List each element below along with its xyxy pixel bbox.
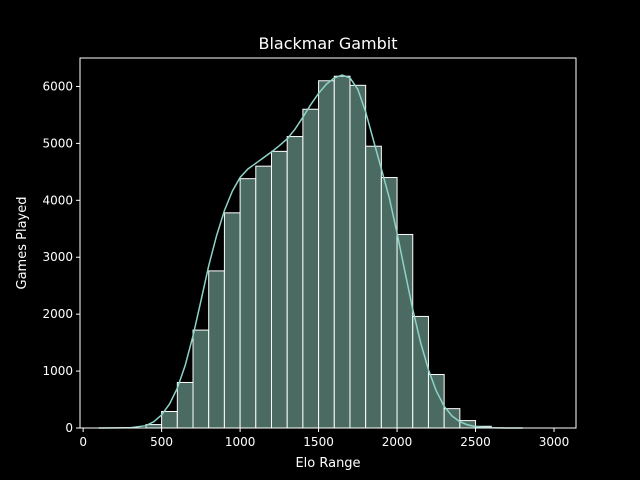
x-tick-label: 3000 (539, 435, 570, 449)
histogram-bar (223, 212, 241, 429)
histogram-bar (176, 381, 194, 429)
histogram-bar (412, 315, 429, 429)
histogram-bar (365, 145, 382, 429)
y-axis-label: Games Played (15, 197, 30, 290)
histogram-bar (270, 150, 288, 429)
histogram-bar (380, 177, 398, 429)
histogram-bar (333, 75, 351, 429)
histogram-bar (349, 84, 367, 429)
bars-group (145, 75, 492, 429)
y-tick-label: 2000 (42, 307, 73, 321)
x-axis-ticks: 0 500 1000 1500 2000 2500 3000 (79, 428, 569, 449)
histogram-bar (208, 270, 225, 429)
histogram-bar (443, 408, 461, 429)
histogram-bar (302, 108, 320, 429)
histogram-bar (239, 178, 257, 429)
x-tick-label: 0 (79, 435, 87, 449)
histogram-bar (255, 165, 272, 429)
histogram-bar (318, 80, 335, 429)
kde-curve (98, 74, 523, 429)
histogram-bar (161, 410, 178, 429)
x-tick-label: 500 (150, 435, 173, 449)
y-tick-label: 5000 (42, 136, 73, 150)
x-tick-label: 2000 (382, 435, 413, 449)
y-tick-label: 3000 (42, 250, 73, 264)
x-tick-label: 2500 (460, 435, 491, 449)
x-tick-label: 1500 (303, 435, 334, 449)
histogram-bar (396, 233, 414, 429)
y-tick-label: 6000 (42, 79, 73, 93)
x-tick-label: 1000 (225, 435, 256, 449)
y-tick-label: 4000 (42, 193, 73, 207)
y-tick-label: 1000 (42, 364, 73, 378)
histogram-bar (286, 136, 304, 429)
histogram-bar (192, 329, 210, 429)
y-axis-ticks: 0 1000 2000 3000 4000 5000 6000 (42, 79, 80, 435)
y-tick-label: 0 (65, 421, 73, 435)
plot-frame (79, 57, 577, 429)
chart-title: Blackmar Gambit (258, 34, 397, 53)
x-axis-label: Elo Range (295, 456, 360, 471)
